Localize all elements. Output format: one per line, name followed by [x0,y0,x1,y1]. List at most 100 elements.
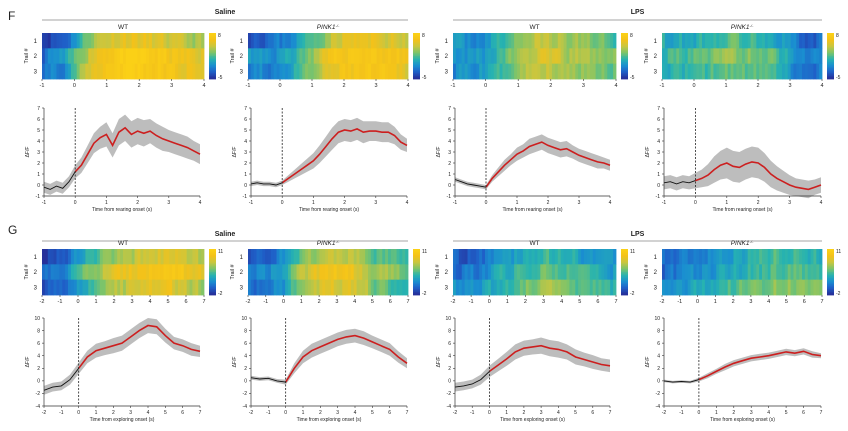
y-tick-label: 0 [37,183,40,189]
heat-cell [508,249,512,265]
heat-cell [810,279,814,296]
colorbar-max-label: 11 [836,249,841,255]
heat-cell [198,264,202,281]
heat-cell [499,33,503,49]
heat-cell [759,279,763,296]
heat-cell [131,264,135,281]
heat-cell [525,279,530,296]
heat-cell [342,48,346,65]
heat-cell [719,48,723,65]
heat-xtick-label: 6 [389,299,392,305]
colorbar-segment [209,48,216,51]
heat-cell [105,249,109,265]
heat-cell [373,279,377,296]
heat-cell [662,249,666,265]
heat-cell [388,249,392,265]
heat-cell [373,33,377,49]
colorbar-segment [827,261,834,264]
heat-cell [85,249,89,265]
heat-cell [479,264,483,281]
heat-cell [487,33,492,49]
heat-cell [82,249,86,265]
heat-cell [262,48,266,65]
heat-cell [482,264,486,281]
heat-cell [169,63,173,80]
heat-cell [62,264,66,281]
colorbar-segment [827,267,834,270]
colorbar-segment [621,276,628,279]
heat-cell [111,33,115,49]
heat-cell [546,33,550,49]
heat-cell [810,63,814,80]
y-tick-label: 5 [657,128,660,134]
heat-cell [583,33,588,49]
heat-cell [807,33,811,49]
mean-trace-post-onset [695,161,822,191]
heat-cell [282,249,286,265]
heat-cell [248,33,252,49]
heat-cell [169,279,173,296]
y-tick-label: 0 [37,379,40,385]
heat-cell [268,264,272,281]
colorbar-segment [413,37,420,40]
heat-cell [470,249,474,265]
heat-cell [160,48,164,65]
colorbar-segment [827,250,834,253]
heat-cell [733,63,737,80]
heat-cell [739,264,743,281]
heat-cell [572,249,576,265]
heat-cell [192,249,196,265]
heat-cell [759,264,763,281]
x-tick-label: 0 [281,200,284,206]
heat-cell [79,279,83,296]
heat-cell [804,48,809,65]
title-superscript: -/- [336,23,340,28]
heat-cell [476,249,480,265]
heat-cell [114,279,118,296]
heat-cell [143,33,147,49]
colorbar-min-label: -2 [836,291,841,297]
heat-cell [151,249,156,265]
heat-cell [265,48,269,65]
heat-cell [604,279,608,296]
heat-cell [575,48,579,65]
heat-cell [288,249,292,265]
heat-cell [382,63,386,80]
heat-cell [99,48,104,65]
heat-cell [73,63,78,80]
heat-cell [169,33,173,49]
heat-cell [534,63,538,80]
x-tick-label: 2 [319,410,322,416]
heat-cell [742,33,746,49]
heat-cell [543,279,547,296]
colorbar-segment [827,34,834,37]
heat-cell [345,279,349,296]
heat-cell [117,264,121,281]
x-tick-label: 4 [557,410,560,416]
colorbar-segment [827,258,834,261]
heat-cell [467,33,471,49]
colorbar-segment [827,49,834,52]
heat-cell [175,264,179,281]
heat-cell [376,33,380,49]
heat-cell [140,279,144,296]
heat-cell [514,48,518,65]
heat-cell [759,249,763,265]
heat-cell [693,279,697,296]
heat-xtick-label: 1 [724,83,727,89]
heat-cell [563,279,567,296]
heat-cell [328,264,332,281]
heat-cell [137,279,141,296]
heat-cell [44,63,49,80]
colorbar-segment [621,273,628,276]
heat-cell [282,63,286,80]
heat-cell [123,279,127,296]
heat-cell [482,48,486,65]
heat-cell [807,63,811,80]
x-tick-label: 1 [715,410,718,416]
colorbar-segment [621,59,628,61]
heat-cell [687,279,691,296]
heat-cell [563,48,567,65]
